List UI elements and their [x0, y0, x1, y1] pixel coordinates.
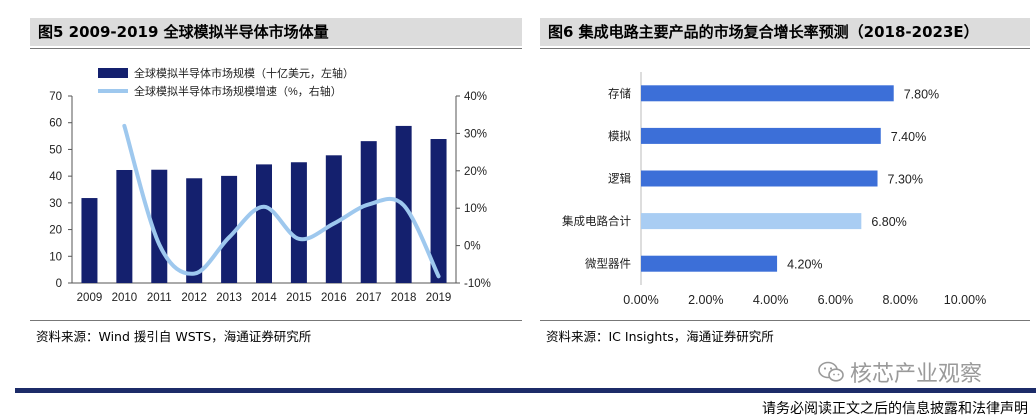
- x-tick-label: 2015: [286, 292, 312, 304]
- x-tick-label: 10.00%: [944, 293, 986, 307]
- x-tick-label: 2011: [147, 292, 172, 304]
- category-label: 微型器件: [585, 257, 631, 271]
- cagr-forecast-chart: 存储 7.80% 模拟 7.40% 逻辑 7.30% 集成电路合计 6.80% 微型器件 4.20…: [562, 72, 986, 307]
- value-label: 6.80%: [871, 215, 906, 229]
- x-tick-label: 2012: [181, 292, 207, 304]
- legend-bar-label: 全球模拟半导体市场规模（十亿美元，左轴）: [134, 66, 354, 80]
- left-y-tick-label: 40: [49, 171, 62, 183]
- left-source-note: 资料来源：Wind 援引自 WSTS，海通证券研究所: [36, 329, 312, 344]
- analog-market-chart: 0 10 20 30 40 50 60 70 -10% 0% 10% 20% 30% 40% 2009 201…: [49, 66, 491, 304]
- left-y-tick-label: 30: [49, 198, 62, 210]
- category-label: 存储: [608, 86, 631, 100]
- left-y-tick-label: 70: [49, 91, 62, 103]
- wechat-icon: [818, 361, 844, 382]
- left-y-tick-label: 0: [56, 278, 62, 290]
- right-y-tick-label: 40%: [464, 91, 487, 103]
- x-tick-label: 2019: [426, 292, 452, 304]
- watermark-text: 核芯产业观察: [850, 362, 983, 387]
- x-tick-label: 0.00%: [623, 293, 658, 307]
- x-tick-label: 8.00%: [882, 293, 917, 307]
- x-tick-label: 2014: [251, 292, 277, 304]
- left-y-tick-label: 50: [49, 144, 62, 156]
- category-label: 模拟: [608, 129, 631, 143]
- growth-rate-line: [122, 123, 441, 279]
- left-y-tick-label: 10: [49, 251, 62, 263]
- x-tick-label: 4.00%: [753, 293, 788, 307]
- footer-band: [15, 388, 1036, 393]
- cagr-bar: [641, 255, 778, 272]
- market-size-bar: [116, 169, 133, 283]
- cagr-bar: [641, 85, 894, 102]
- right-source-divider: [540, 320, 1030, 321]
- x-tick-label: 2.00%: [688, 293, 723, 307]
- left-figure-panel: 图5 2009-2019 全球模拟半导体市场体量 0 10 20 30 40 50 60 70…: [30, 0, 522, 352]
- market-size-bar: [256, 164, 272, 283]
- right-y-tick-label: 20%: [464, 166, 487, 178]
- x-tick-label: 2016: [321, 292, 347, 304]
- cagr-bar: [641, 170, 878, 187]
- x-tick-label: 2010: [112, 292, 138, 304]
- market-size-bar: [221, 175, 238, 283]
- value-label: 7.40%: [891, 130, 926, 144]
- market-size-bar: [360, 141, 377, 283]
- right-y-tick-label: 0%: [464, 241, 481, 253]
- left-y-tick-label: 20: [49, 225, 62, 237]
- cagr-bar: [641, 127, 881, 144]
- x-tick-label: 2013: [216, 292, 242, 304]
- category-label: 集成电路合计: [562, 214, 631, 228]
- value-label: 4.20%: [787, 258, 822, 272]
- right-y-tick-label: 30%: [464, 128, 487, 140]
- legend-bar-swatch: [98, 68, 128, 78]
- x-tick-label: 2017: [356, 292, 382, 304]
- right-y-tick-label: -10%: [464, 278, 491, 290]
- x-tick-label: 6.00%: [818, 293, 853, 307]
- legend-line-label: 全球模拟半导体市场规模增速（%，右轴）: [134, 84, 342, 98]
- right-source-note: 资料来源：IC Insights，海通证券研究所: [546, 329, 774, 344]
- value-label: 7.30%: [888, 173, 923, 187]
- category-label: 逻辑: [608, 172, 631, 186]
- right-figure-title: 图6 集成电路主要产品的市场复合增长率预测（2018-2023E）: [540, 18, 1030, 46]
- right-y-tick-label: 10%: [464, 203, 487, 215]
- market-size-bar: [81, 198, 98, 283]
- market-size-bar: [186, 178, 203, 283]
- left-title-divider: [30, 48, 522, 49]
- left-y-tick-label: 60: [49, 118, 62, 130]
- left-figure-title: 图5 2009-2019 全球模拟半导体市场体量: [30, 18, 522, 46]
- right-title-divider: [540, 48, 1030, 49]
- cagr-bar: [641, 213, 862, 230]
- right-figure-panel: 图6 集成电路主要产品的市场复合增长率预测（2018-2023E） 存储 7.80…: [540, 0, 1030, 352]
- disclaimer-text: 请务必阅读正文之后的信息披露和法律声明: [762, 401, 1028, 417]
- x-tick-label: 2009: [77, 292, 103, 304]
- market-size-bar: [430, 139, 447, 283]
- left-source-divider: [30, 320, 522, 321]
- market-size-bar: [290, 162, 307, 283]
- watermark: 核芯产业观察: [818, 356, 982, 388]
- value-label: 7.80%: [904, 87, 939, 101]
- market-size-bar: [325, 155, 342, 283]
- x-tick-label: 2018: [391, 292, 417, 304]
